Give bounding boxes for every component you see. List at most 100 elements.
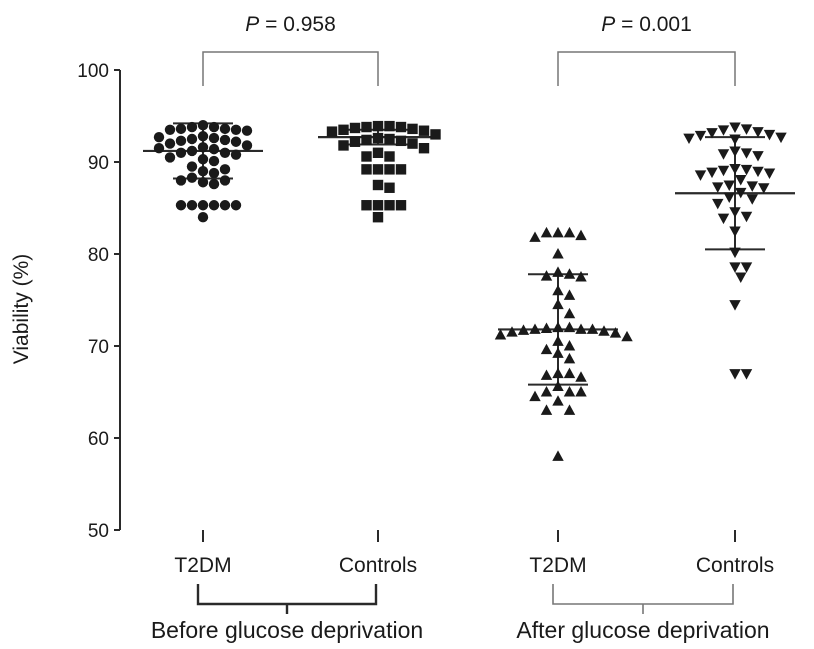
data-points — [153, 120, 787, 461]
data-point-triangle-up — [575, 229, 587, 241]
data-point-triangle-up — [552, 266, 564, 277]
data-point-triangle-up — [540, 322, 553, 334]
data-point-square — [384, 133, 395, 145]
data-point-circle — [175, 175, 187, 186]
data-point-square — [338, 124, 349, 135]
data-point-triangle-down — [729, 226, 741, 237]
data-point-triangle-down — [752, 127, 764, 138]
data-point-triangle-up — [552, 298, 564, 310]
data-point-circle — [208, 155, 220, 167]
data-point-square — [395, 164, 407, 175]
data-point-triangle-up — [563, 386, 576, 397]
data-point-triangle-up — [575, 386, 587, 397]
data-point-circle — [208, 200, 220, 211]
data-point-circle — [230, 136, 242, 147]
data-point-circle — [219, 164, 231, 175]
data-point-triangle-down — [729, 207, 741, 218]
data-point-triangle-down — [694, 130, 707, 142]
p-value-label: P = 0.001 — [601, 13, 692, 36]
data-point-square — [372, 132, 384, 144]
data-point-circle — [219, 175, 231, 186]
data-point-triangle-up — [563, 352, 576, 364]
data-point-triangle-down — [740, 211, 753, 223]
data-point-triangle-up — [609, 327, 622, 338]
group-label: After glucose deprivation — [516, 617, 769, 643]
data-point-circle — [197, 166, 209, 177]
y-tick-label: 60 — [88, 429, 109, 450]
data-point-triangle-up — [540, 404, 553, 415]
data-point-triangle-down — [735, 187, 747, 199]
data-point-triangle-down — [712, 182, 724, 193]
data-point-circle — [208, 132, 220, 144]
data-point-circle — [230, 149, 242, 160]
data-point-square — [372, 147, 384, 158]
data-point-circle — [197, 154, 209, 165]
data-point-triangle-down — [752, 166, 764, 178]
data-point-triangle-down — [729, 300, 741, 311]
comparison-bracket — [202, 51, 379, 86]
data-point-triangle-down — [729, 134, 741, 145]
data-point-circle — [208, 121, 220, 133]
data-point-triangle-up — [552, 226, 564, 238]
data-point-circle — [197, 212, 209, 223]
p-value-label: P = 0.958 — [245, 13, 336, 36]
y-tick-label: 90 — [88, 153, 109, 174]
data-point-circle — [208, 143, 220, 155]
data-point-circle — [175, 123, 187, 135]
data-point-triangle-down — [746, 194, 758, 205]
data-point-circle — [153, 131, 165, 143]
data-point-square — [395, 200, 407, 211]
comparison-bracket — [557, 51, 736, 86]
data-point-triangle-down — [729, 247, 741, 259]
data-point-circle — [186, 161, 198, 172]
group-bracket — [196, 584, 378, 606]
data-point-triangle-down — [735, 272, 747, 283]
data-point-triangle-up — [552, 380, 564, 391]
comparison-brackets: P = 0.958 P = 0.001 — [202, 13, 736, 86]
data-point-circle — [175, 200, 187, 211]
y-tick-label: 100 — [77, 61, 109, 82]
data-point-circle — [219, 134, 231, 146]
data-point-circle — [241, 125, 253, 136]
data-point-triangle-down — [723, 192, 735, 203]
data-point-triangle-up — [540, 343, 553, 355]
data-point-triangle-up — [563, 226, 576, 238]
data-point-triangle-down — [763, 168, 776, 180]
data-point-triangle-up — [529, 231, 541, 242]
group-bracket — [552, 584, 734, 605]
data-point-triangle-down — [740, 164, 753, 176]
data-point-triangle-down — [740, 148, 753, 159]
data-point-triangle-down — [712, 198, 724, 210]
data-point-circle — [186, 121, 198, 133]
data-point-square — [372, 212, 384, 223]
data-point-triangle-down — [740, 262, 753, 273]
data-point-square — [361, 151, 372, 162]
data-point-square — [418, 125, 430, 136]
data-point-square — [372, 200, 384, 211]
data-point-triangle-up — [529, 323, 541, 334]
x-category-label: Controls — [339, 554, 417, 577]
data-point-triangle-up — [563, 307, 576, 319]
data-point-square — [430, 129, 441, 140]
data-point-triangle-down — [763, 129, 776, 141]
data-point-square — [361, 164, 372, 175]
data-point-triangle-down — [740, 369, 753, 380]
data-point-circle — [164, 138, 176, 149]
data-point-triangle-down — [729, 369, 741, 380]
data-point-circle — [219, 147, 231, 158]
data-point-circle — [175, 135, 187, 147]
data-point-triangle-down — [683, 133, 695, 145]
data-point-circle — [175, 147, 187, 158]
data-point-circle — [197, 200, 209, 211]
data-point-circle — [186, 145, 198, 157]
data-point-square — [407, 123, 418, 135]
data-point-circle — [208, 167, 220, 179]
data-point-square — [384, 182, 395, 193]
data-point-triangle-up — [540, 226, 553, 238]
data-point-triangle-up — [563, 268, 576, 279]
data-point-triangle-down — [694, 170, 707, 181]
data-point-triangle-down — [729, 163, 741, 175]
data-point-triangle-up — [621, 330, 633, 342]
data-point-square — [361, 200, 372, 211]
data-point-triangle-up — [552, 347, 564, 358]
